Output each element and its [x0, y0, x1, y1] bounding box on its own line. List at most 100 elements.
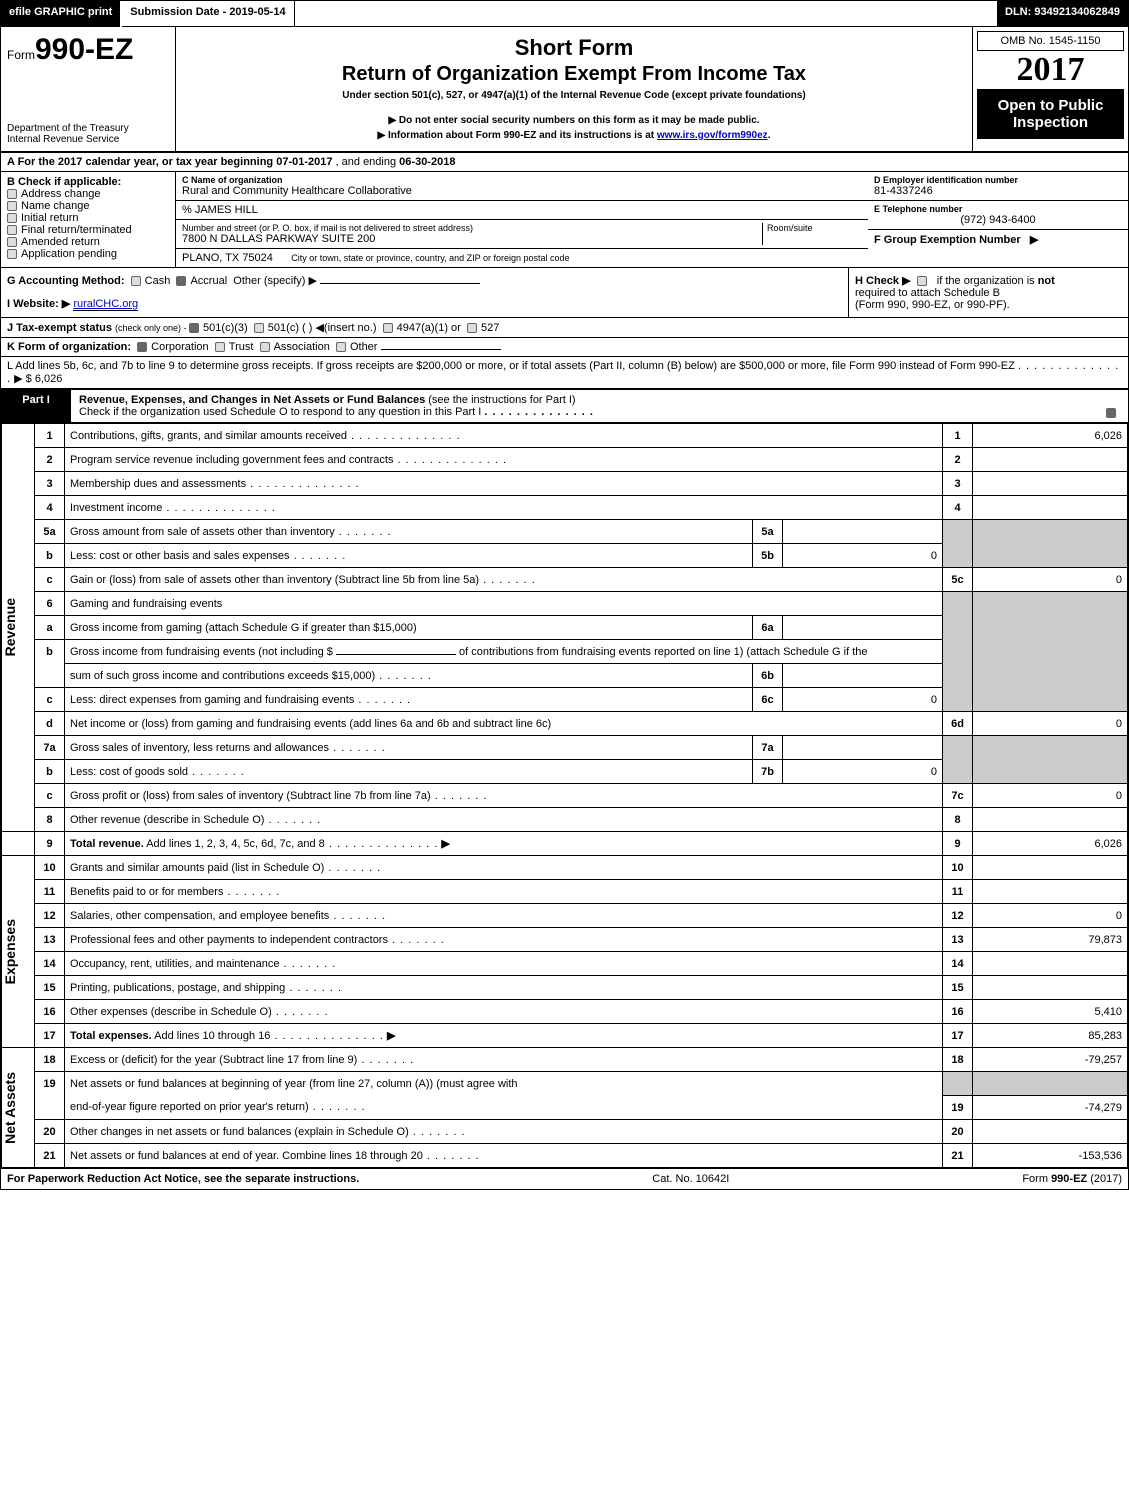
part1-title-text: Revenue, Expenses, and Changes in Net As… [79, 394, 428, 406]
efile-print-button[interactable]: efile GRAPHIC print [1, 1, 122, 27]
l14-amt [973, 952, 1128, 976]
vlabel-netassets: Net Assets [2, 1072, 18, 1144]
l10-no: 10 [35, 856, 65, 880]
l9-no: 9 [35, 832, 65, 856]
j-o2: 501(c) ( ) ◀(insert no.) [268, 322, 377, 334]
row-3: 3 Membership dues and assessments 3 [2, 472, 1128, 496]
l20-num: 20 [943, 1120, 973, 1144]
l19-desc: Net assets or fund balances at beginning… [65, 1072, 943, 1096]
l5a-dots [335, 526, 392, 538]
part1-header: Part I Revenue, Expenses, and Changes in… [1, 389, 1128, 423]
chk-part1-scho[interactable] [1106, 408, 1116, 418]
l6-no: 6 [35, 592, 65, 616]
chk-pending[interactable] [7, 249, 17, 259]
chk-4947[interactable] [383, 323, 393, 333]
chk-initial[interactable] [7, 213, 17, 223]
chk-accrual[interactable] [176, 276, 186, 286]
l6c-dots [354, 694, 411, 706]
c-org: Rural and Community Healthcare Collabora… [182, 185, 862, 197]
header-right: OMB No. 1545-1150 2017 Open to Public In… [973, 27, 1128, 151]
l5a-desc-text: Gross amount from sale of assets other t… [70, 526, 335, 538]
l6b-blank[interactable] [336, 654, 456, 655]
chk-trust[interactable] [215, 342, 225, 352]
l6c-no: c [35, 688, 65, 712]
l5c-desc-text: Gain or (loss) from sale of assets other… [70, 574, 479, 586]
k-other-blank[interactable] [381, 349, 501, 350]
chk-527[interactable] [467, 323, 477, 333]
l7ab-shade-amt [973, 736, 1128, 784]
irs: Internal Revenue Service [7, 134, 169, 145]
l21-desc-text: Net assets or fund balances at end of ye… [70, 1150, 423, 1162]
b-amend: Amended return [21, 236, 100, 248]
l19a-shade [943, 1072, 973, 1096]
website-link[interactable]: ruralCHC.org [73, 298, 138, 311]
l4-desc: Investment income [65, 496, 943, 520]
chk-cash[interactable] [131, 276, 141, 286]
b-label: B Check if applicable: [7, 176, 121, 188]
l5a-desc: Gross amount from sale of assets other t… [65, 520, 753, 544]
col-c: C Name of organization Rural and Communi… [176, 172, 868, 267]
l15-no: 15 [35, 976, 65, 1000]
chk-other-org[interactable] [336, 342, 346, 352]
l7b-sub: 7b [753, 760, 783, 784]
chk-final[interactable] [7, 225, 17, 235]
l10-desc-text: Grants and similar amounts paid (list in… [70, 862, 324, 874]
chk-501c[interactable] [254, 323, 264, 333]
l2-desc-text: Program service revenue including govern… [70, 454, 393, 466]
l15-dots [285, 982, 342, 994]
l20-no: 20 [35, 1120, 65, 1144]
l21-desc: Net assets or fund balances at end of ye… [65, 1144, 943, 1168]
l3-no: 3 [35, 472, 65, 496]
info-link[interactable]: www.irs.gov/form990ez [657, 130, 768, 141]
l11-desc-text: Benefits paid to or for members [70, 886, 223, 898]
c-name-row: C Name of organization Rural and Communi… [176, 172, 868, 201]
chk-name[interactable] [7, 201, 17, 211]
v-rev-end [2, 832, 35, 856]
l8-desc-text: Other revenue (describe in Schedule O) [70, 814, 264, 826]
l7b-desc: Less: cost of goods sold [65, 760, 753, 784]
part1-check: Check if the organization used Schedule … [79, 406, 481, 418]
dept: Department of the Treasury [7, 123, 169, 134]
l1-no: 1 [35, 424, 65, 448]
chk-address[interactable] [7, 189, 17, 199]
footer-bold: 990-EZ [1051, 1173, 1087, 1185]
chk-h[interactable] [917, 276, 927, 286]
l21-amt: -153,536 [973, 1144, 1128, 1168]
l2-no: 2 [35, 448, 65, 472]
l10-num: 10 [943, 856, 973, 880]
l9-desc-b: Total revenue. [70, 838, 144, 850]
chk-501c3[interactable] [189, 323, 199, 333]
c-addr-label: Number and street (or P. O. box, if mail… [182, 223, 762, 233]
footer-mid: Cat. No. 10642I [652, 1173, 729, 1185]
f-arrow: ▶ [1030, 234, 1038, 246]
g-other-blank[interactable] [320, 283, 480, 284]
l11-no: 11 [35, 880, 65, 904]
l6b2-subval [783, 664, 943, 688]
l7a-dots [329, 742, 386, 754]
l6a-desc: Gross income from gaming (attach Schedul… [65, 616, 753, 640]
form-prefix: Form [7, 48, 35, 62]
l6b2-desc-text: sum of such gross income and contributio… [70, 670, 375, 682]
k-corp: Corporation [151, 341, 208, 353]
l17-num: 17 [943, 1024, 973, 1048]
l6b-d1b: of contributions from fundraising events… [459, 646, 867, 658]
row-7a: 7a Gross sales of inventory, less return… [2, 736, 1128, 760]
row-11: 11 Benefits paid to or for members 11 [2, 880, 1128, 904]
vlabel-expenses-cell: Expenses [2, 856, 35, 1048]
l7b-subval: 0 [783, 760, 943, 784]
chk-assoc[interactable] [260, 342, 270, 352]
l6-desc: Gaming and fundraising events [65, 592, 943, 616]
l1-desc: Contributions, gifts, grants, and simila… [65, 424, 943, 448]
part1-see: (see the instructions for Part I) [428, 394, 575, 406]
chk-amended[interactable] [7, 237, 17, 247]
l13-num: 13 [943, 928, 973, 952]
l3-dots [246, 478, 360, 490]
l16-dots [272, 1006, 329, 1018]
chk-corp[interactable] [137, 342, 147, 352]
l6d-no: d [35, 712, 65, 736]
l20-desc-text: Other changes in net assets or fund bala… [70, 1126, 409, 1138]
l11-dots [223, 886, 280, 898]
form-number-big: 990-EZ [35, 33, 133, 66]
d-value: 81-4337246 [874, 185, 1122, 197]
info-text: ▶ Information about Form 990-EZ and its … [378, 130, 657, 141]
